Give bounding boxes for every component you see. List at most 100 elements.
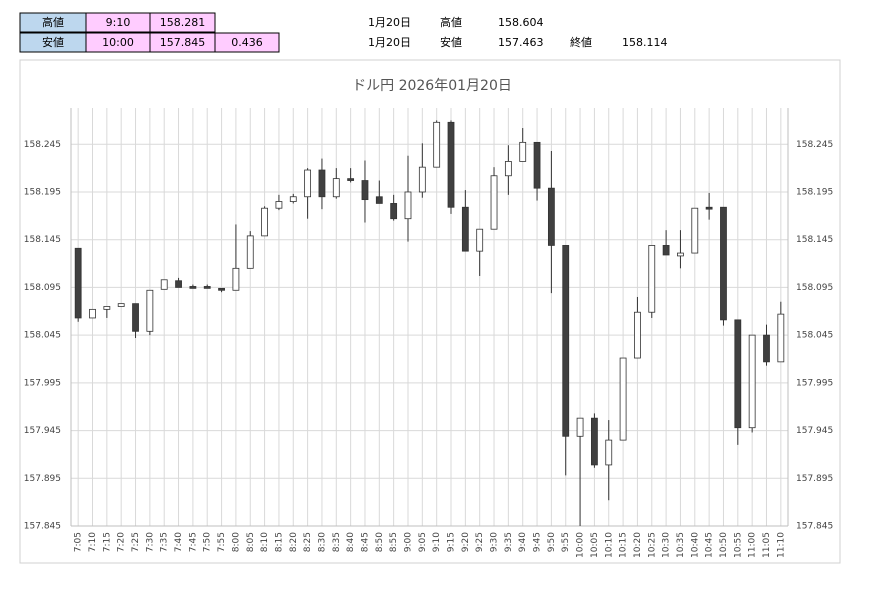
x-tick-label: 7:50 [203, 532, 213, 552]
table-text: 158.281 [160, 16, 206, 29]
candle-body [404, 191, 412, 220]
x-tick-label: 8:25 [303, 532, 313, 552]
candle-body [418, 166, 426, 193]
y-tick-label: 157.945 [24, 426, 61, 436]
y-tick-label: 158.195 [24, 187, 61, 197]
y2-tick-label: 158.095 [796, 283, 833, 293]
candle-body [490, 175, 498, 230]
table-text: 高値 [42, 15, 64, 29]
x-tick-label: 10:50 [719, 532, 729, 558]
x-tick-label: 9:40 [518, 532, 528, 552]
candle-body [103, 306, 111, 310]
candle-body [691, 207, 699, 254]
x-tick-label: 10:30 [662, 532, 672, 558]
candle-body [533, 141, 541, 189]
y2-tick-label: 157.945 [796, 426, 833, 436]
candle-body [648, 245, 656, 313]
y-tick-label: 158.045 [24, 331, 61, 341]
x-tick-label: 7:30 [145, 532, 155, 552]
y2-tick-label: 157.895 [796, 474, 833, 484]
x-tick-label: 10:25 [647, 532, 657, 558]
y2-tick-label: 158.145 [796, 235, 833, 245]
x-tick-label: 7:05 [74, 532, 84, 552]
y2-tick-label: 158.245 [796, 140, 833, 150]
x-tick-label: 9:55 [561, 532, 571, 552]
table-text: 安値 [42, 35, 64, 49]
chart-title: ドル円 2026年01月20日 [352, 78, 512, 94]
x-tick-label: 10:45 [705, 532, 715, 558]
x-tick-label: 9:05 [418, 532, 428, 552]
candle-body [504, 161, 512, 177]
candle-body [720, 206, 727, 321]
x-tick-label: 10:05 [590, 532, 600, 558]
x-tick-label: 8:00 [231, 532, 241, 552]
y-tick-label: 158.095 [24, 283, 61, 293]
x-tick-label: 10:10 [604, 532, 614, 558]
x-tick-label: 10:40 [690, 532, 700, 558]
candle-body [705, 206, 713, 210]
x-tick-label: 7:20 [117, 532, 127, 552]
candle-body [748, 334, 756, 429]
info-text: 安値 [440, 35, 462, 49]
x-tick-label: 10:00 [576, 532, 586, 558]
candle-body [605, 439, 613, 466]
candle-body [347, 178, 355, 181]
info-text: 158.114 [622, 36, 668, 49]
candle-body [175, 280, 182, 288]
info-text: 158.604 [498, 16, 544, 29]
candle-body [332, 178, 340, 198]
candle-body [476, 228, 484, 252]
table-text: 0.436 [231, 36, 263, 49]
y-tick-label: 158.245 [24, 140, 61, 150]
y2-tick-label: 158.045 [796, 331, 833, 341]
x-tick-label: 7:35 [160, 532, 170, 552]
y2-tick-label: 157.995 [796, 378, 833, 388]
x-tick-label: 10:35 [676, 532, 686, 558]
x-tick-label: 7:55 [217, 532, 227, 552]
table-cell [149, 12, 216, 33]
x-tick-label: 7:45 [188, 532, 198, 552]
x-tick-label: 8:30 [317, 532, 327, 552]
x-tick-label: 9:45 [533, 532, 543, 552]
candle-body [232, 267, 240, 291]
x-tick-label: 8:45 [360, 532, 370, 552]
candle-body [203, 286, 211, 289]
candle-body [304, 169, 312, 198]
candle-body [433, 121, 441, 168]
x-tick-label: 11:10 [776, 532, 786, 558]
y2-tick-label: 157.845 [796, 522, 833, 532]
candle-body [160, 279, 168, 290]
x-tick-label: 11:05 [762, 532, 772, 558]
x-tick-label: 8:55 [389, 532, 399, 552]
x-tick-label: 8:50 [375, 532, 385, 552]
candle-body [146, 289, 154, 332]
y2-tick-label: 158.195 [796, 187, 833, 197]
candle-body [777, 313, 785, 363]
x-tick-label: 10:55 [733, 532, 743, 558]
candle-body [318, 169, 326, 198]
candle-body [189, 286, 197, 289]
info-text: 157.463 [498, 36, 544, 49]
x-tick-label: 7:40 [174, 532, 184, 552]
table-cell [214, 32, 280, 53]
candle-body [519, 141, 527, 162]
candle-body [361, 180, 369, 201]
x-tick-label: 7:10 [88, 532, 98, 552]
x-tick-label: 8:20 [289, 532, 299, 552]
candle-body [619, 357, 627, 441]
candle-body [375, 196, 383, 204]
table-text: 9:10 [106, 16, 131, 29]
candle-body [275, 201, 283, 209]
chart-frame [19, 59, 841, 564]
x-tick-label: 9:10 [432, 532, 442, 552]
candle-body [246, 235, 254, 269]
candle-body [576, 417, 584, 437]
table-text: 157.845 [160, 36, 206, 49]
x-tick-label: 7:25 [131, 532, 141, 552]
info-text: 1月20日 [368, 16, 411, 29]
x-tick-label: 8:35 [332, 532, 342, 552]
y-tick-label: 157.895 [24, 474, 61, 484]
candle-body [547, 187, 555, 246]
